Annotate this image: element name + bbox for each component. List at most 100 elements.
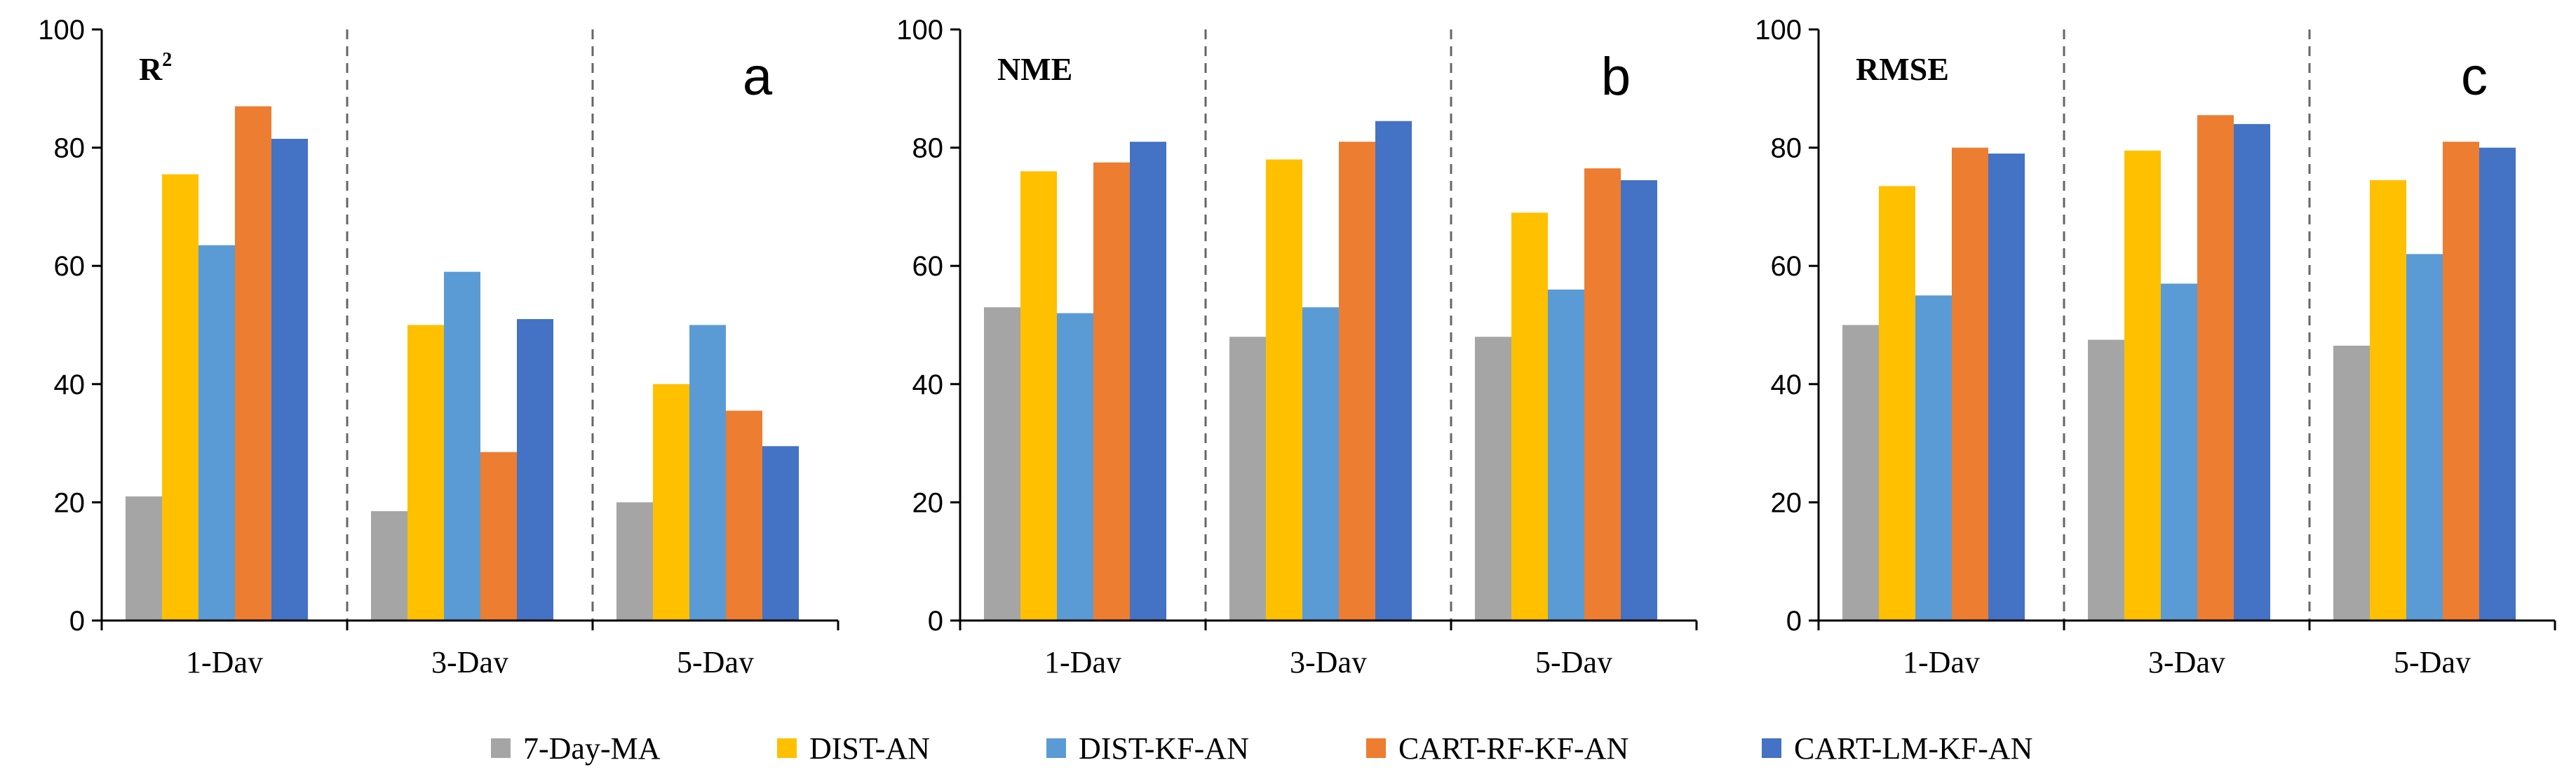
bar-7-day-ma-5-day bbox=[2333, 346, 2370, 621]
y-tick-label: 0 bbox=[69, 606, 85, 637]
bar-7-day-ma-3-day bbox=[2088, 339, 2124, 621]
bar-dist-an-5-day bbox=[1511, 212, 1548, 621]
y-tick-label: 0 bbox=[928, 606, 943, 637]
bar-dist-kf-an-3-day bbox=[1302, 307, 1339, 621]
metric-label: NME bbox=[997, 51, 1072, 87]
bar-cart-rf-kf-an-3-day bbox=[480, 452, 517, 621]
bar-cart-lm-kf-an-1-day bbox=[271, 138, 308, 621]
bar-cart-rf-kf-an-3-day bbox=[2197, 115, 2234, 621]
y-tick-label: 60 bbox=[54, 251, 86, 282]
bar-dist-kf-an-1-day bbox=[1915, 295, 1952, 621]
legend-swatch bbox=[777, 738, 797, 758]
axes-group: 0 20 40 60 80 100 1-Day 3-Day 5-Day bbox=[896, 15, 1698, 673]
legend-label: 7-Day-MA bbox=[523, 731, 661, 766]
chart-svg-r2: 0 20 40 60 80 100 1-Day 3-Day 5-Day R2 a bbox=[38, 15, 839, 673]
bar-cart-rf-kf-an-3-day bbox=[1339, 142, 1375, 621]
y-tick-label: 40 bbox=[54, 370, 86, 400]
y-tick-label: 100 bbox=[896, 15, 943, 46]
x-tick-label: 3-Day bbox=[1290, 645, 1367, 673]
bar-cart-lm-kf-an-5-day bbox=[2479, 147, 2516, 621]
legend-swatch bbox=[491, 738, 511, 758]
legend-swatch bbox=[1046, 738, 1066, 758]
bar-cart-rf-kf-an-5-day bbox=[2443, 142, 2479, 621]
bar-cart-rf-kf-an-1-day bbox=[235, 106, 271, 621]
metric-label: R2 bbox=[139, 49, 172, 87]
bar-dist-kf-an-1-day bbox=[1057, 313, 1093, 621]
bars-group bbox=[126, 106, 799, 621]
bar-dist-an-1-day bbox=[1879, 186, 1915, 621]
y-tick-label: 20 bbox=[54, 487, 86, 518]
bar-7-day-ma-1-day bbox=[984, 307, 1020, 621]
panel-letter: b bbox=[1601, 47, 1631, 107]
x-tick-label: 3-Day bbox=[2148, 645, 2225, 673]
x-tick-label: 1-Day bbox=[186, 645, 263, 673]
bars-group bbox=[1842, 115, 2516, 621]
y-tick-label: 20 bbox=[912, 487, 944, 518]
chart-svg-nme: 0 20 40 60 80 100 1-Day 3-Day 5-Day NME b bbox=[896, 15, 1698, 673]
bar-7-day-ma-3-day bbox=[1229, 337, 1266, 621]
legend-swatch bbox=[1762, 738, 1781, 758]
axes-group: 0 20 40 60 80 100 1-Day 3-Day 5-Day bbox=[1755, 15, 2556, 673]
bar-cart-lm-kf-an-1-day bbox=[1988, 154, 2025, 621]
bar-7-day-ma-3-day bbox=[371, 511, 407, 621]
legend-item-cart-rf-kf-an: CART-RF-KF-AN bbox=[1366, 724, 1628, 773]
panel-letter: a bbox=[743, 47, 773, 107]
bar-dist-kf-an-1-day bbox=[198, 245, 235, 621]
bar-7-day-ma-5-day bbox=[616, 502, 653, 621]
chart-panel-r2: 0 20 40 60 80 100 1-Day 3-Day 5-Day R2 a bbox=[0, 0, 858, 673]
bar-dist-an-5-day bbox=[2370, 179, 2406, 621]
bar-dist-an-5-day bbox=[653, 384, 689, 621]
y-tick-label: 80 bbox=[54, 133, 86, 164]
bar-dist-kf-an-3-day bbox=[2161, 283, 2197, 621]
legend-label: CART-LM-KF-AN bbox=[1794, 731, 2033, 766]
bar-cart-lm-kf-an-5-day bbox=[1621, 179, 1657, 621]
legend-item-7-day-ma: 7-Day-MA bbox=[491, 724, 661, 773]
bar-7-day-ma-1-day bbox=[126, 496, 162, 621]
metric-label: RMSE bbox=[1856, 51, 1949, 87]
bar-dist-kf-an-3-day bbox=[444, 271, 480, 621]
legend-swatch bbox=[1366, 738, 1386, 758]
y-tick-label: 0 bbox=[1786, 606, 1802, 637]
bar-cart-rf-kf-an-1-day bbox=[1093, 162, 1130, 621]
bar-dist-kf-an-5-day bbox=[1548, 289, 1584, 621]
y-tick-label: 60 bbox=[912, 251, 944, 282]
bar-cart-lm-kf-an-1-day bbox=[1130, 142, 1166, 621]
y-tick-label: 40 bbox=[1771, 370, 1802, 400]
x-tick-label: 1-Day bbox=[1044, 645, 1121, 673]
bar-cart-rf-kf-an-5-day bbox=[1584, 168, 1621, 621]
bar-dist-an-3-day bbox=[1266, 159, 1302, 621]
bar-cart-lm-kf-an-3-day bbox=[517, 319, 553, 621]
chart-panel-nme: 0 20 40 60 80 100 1-Day 3-Day 5-Day NME b bbox=[858, 0, 1717, 673]
bar-dist-kf-an-5-day bbox=[689, 325, 726, 621]
bar-dist-an-1-day bbox=[162, 174, 198, 621]
legend-label: CART-RF-KF-AN bbox=[1398, 731, 1629, 766]
bars-group bbox=[984, 121, 1657, 621]
bar-dist-an-3-day bbox=[407, 325, 444, 621]
bar-cart-lm-kf-an-3-day bbox=[2234, 123, 2270, 621]
legend-item-cart-lm-kf-an: CART-LM-KF-AN bbox=[1762, 724, 2032, 773]
legend-label: DIST-AN bbox=[809, 731, 930, 766]
legend: 7-Day-MA DIST-AN DIST-KF-AN CART-RF-KF-A… bbox=[0, 724, 2576, 773]
y-tick-label: 100 bbox=[38, 15, 85, 46]
bar-dist-kf-an-5-day bbox=[2406, 254, 2443, 621]
bar-cart-lm-kf-an-3-day bbox=[1375, 121, 1412, 621]
chart-svg-rmse: 0 20 40 60 80 100 1-Day 3-Day 5-Day RMSE c bbox=[1755, 15, 2556, 673]
bar-cart-rf-kf-an-1-day bbox=[1952, 147, 1988, 621]
bar-cart-rf-kf-an-5-day bbox=[726, 410, 762, 621]
y-tick-label: 60 bbox=[1771, 251, 1802, 282]
legend-label: DIST-KF-AN bbox=[1079, 731, 1249, 766]
panel-letter: c bbox=[2461, 47, 2488, 107]
bar-7-day-ma-5-day bbox=[1475, 337, 1511, 621]
bar-dist-an-1-day bbox=[1020, 171, 1057, 621]
chart-panel-rmse: 0 20 40 60 80 100 1-Day 3-Day 5-Day RMSE c bbox=[1717, 0, 2575, 673]
axes-group: 0 20 40 60 80 100 1-Day 3-Day 5-Day bbox=[38, 15, 839, 673]
x-tick-label: 5-Day bbox=[1535, 645, 1612, 673]
x-tick-label: 5-Day bbox=[677, 645, 754, 673]
bar-7-day-ma-1-day bbox=[1842, 325, 1879, 621]
legend-item-dist-kf-an: DIST-KF-AN bbox=[1046, 724, 1249, 773]
bar-dist-an-3-day bbox=[2124, 150, 2161, 621]
bar-cart-lm-kf-an-5-day bbox=[762, 446, 799, 621]
legend-item-dist-an: DIST-AN bbox=[777, 724, 930, 773]
y-tick-label: 80 bbox=[1771, 133, 1802, 164]
